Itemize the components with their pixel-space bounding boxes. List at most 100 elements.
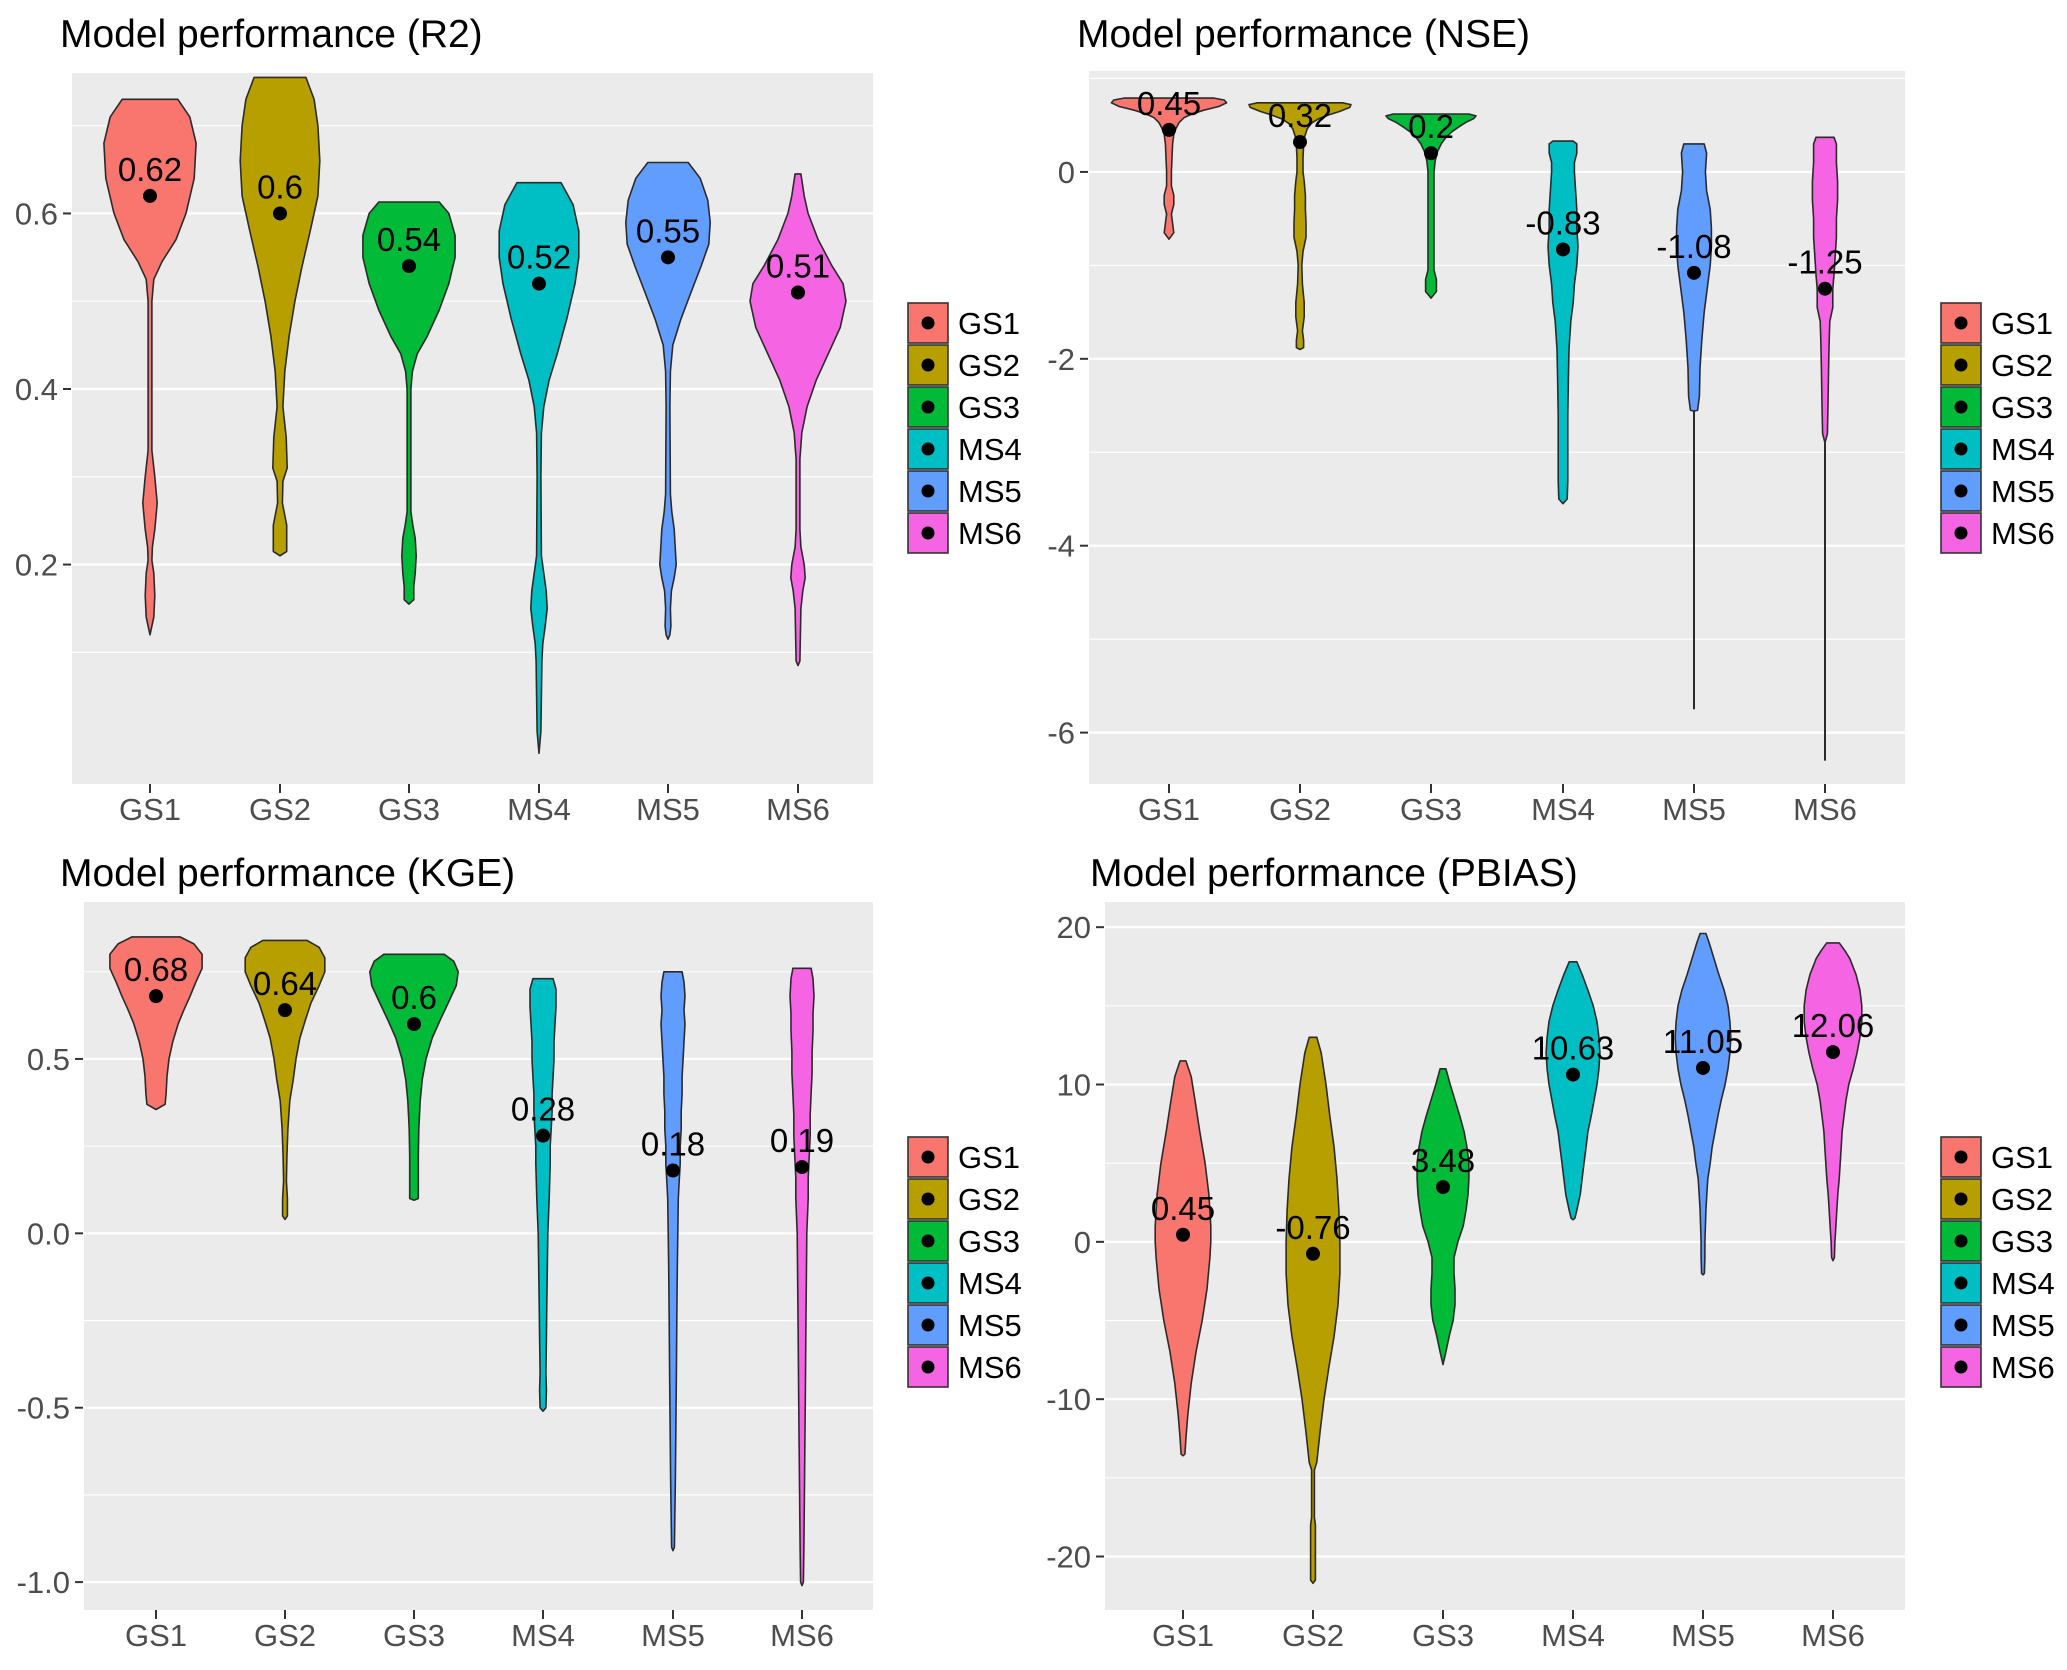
nse-mean-label-ms4: -0.83 bbox=[1525, 204, 1600, 241]
r2-mean-dot-ms4 bbox=[532, 276, 546, 291]
nse-violin-ms4 bbox=[1547, 140, 1579, 505]
kge-xtick-label-gs1: GS1 bbox=[125, 1618, 187, 1653]
pbias-ytick-label-0: 0 bbox=[1074, 1225, 1091, 1260]
pbias-legend-label-gs2: GS2 bbox=[1991, 1182, 2053, 1217]
kge-legend-label-gs1: GS1 bbox=[958, 1140, 1020, 1175]
panel-r2-title: Model performance (R2) bbox=[60, 13, 483, 56]
kge-legend-label-ms5: MS5 bbox=[958, 1308, 1022, 1343]
pbias-xtick-label-ms4: MS4 bbox=[1541, 1618, 1605, 1653]
r2-ytick-label-0.4: 0.4 bbox=[15, 372, 58, 407]
r2-ytick-label-0.2: 0.2 bbox=[15, 548, 58, 583]
kge-mean-dot-gs3 bbox=[407, 1017, 421, 1032]
r2-violin-gs1 bbox=[103, 98, 197, 636]
kge-mean-dot-gs2 bbox=[278, 1003, 292, 1018]
pbias-legend-key-dot-ms5 bbox=[1954, 1318, 1968, 1332]
kge-legend-key-dot-gs1 bbox=[921, 1150, 935, 1164]
r2-violin-ms5 bbox=[625, 161, 711, 640]
r2-xtick-label-ms5: MS5 bbox=[636, 792, 700, 827]
r2-legend-key-dot-ms5 bbox=[921, 484, 935, 498]
pbias-legend-key-ms4 bbox=[1940, 1262, 1982, 1304]
nse-plot-background bbox=[1089, 71, 1905, 784]
kge-xtick-label-ms4: MS4 bbox=[511, 1618, 575, 1653]
pbias-xtick-label-ms5: MS5 bbox=[1671, 1618, 1735, 1653]
kge-legend-label-gs3: GS3 bbox=[958, 1224, 1020, 1259]
pbias-violin-gs1 bbox=[1154, 1060, 1212, 1457]
nse-legend-key-dot-ms4 bbox=[1954, 442, 1968, 456]
kge-xtick-label-gs3: GS3 bbox=[383, 1618, 445, 1653]
kge-legend-key-dot-ms5 bbox=[921, 1318, 935, 1332]
nse-violin-gs1 bbox=[1110, 97, 1228, 240]
nse-legend-label-gs2: GS2 bbox=[1991, 348, 2053, 383]
pbias-ytick-label-10: 10 bbox=[1057, 1068, 1091, 1103]
kge-legend-key-gs2 bbox=[907, 1178, 949, 1220]
pbias-violin-ms6 bbox=[1803, 942, 1863, 1262]
nse-legend-key-dot-ms5 bbox=[1954, 484, 1968, 498]
pbias-mean-dot-gs1 bbox=[1176, 1227, 1190, 1242]
kge-ytick-label-0.0: 0.0 bbox=[27, 1216, 70, 1251]
r2-violin-ms6 bbox=[749, 173, 847, 667]
pbias-ytick-label--20: -20 bbox=[1046, 1540, 1091, 1575]
kge-legend-label-gs2: GS2 bbox=[958, 1182, 1020, 1217]
kge-xtick-label-ms5: MS5 bbox=[641, 1618, 705, 1653]
r2-legend-label-gs2: GS2 bbox=[958, 348, 1020, 383]
pbias-plot-background bbox=[1105, 902, 1905, 1610]
pbias-xtick-label-gs2: GS2 bbox=[1282, 1618, 1344, 1653]
pbias-legend-label-gs1: GS1 bbox=[1991, 1140, 2053, 1175]
nse-legend-key-dot-gs3 bbox=[1954, 400, 1968, 414]
r2-legend-label-ms5: MS5 bbox=[958, 474, 1022, 509]
nse-mean-dot-gs3 bbox=[1424, 146, 1438, 161]
panels-layer: 0.6 0.4 0.2 GS1 GS2 GS3 MS4 MS5 MS6 0.62 0.6 0.54 0.… bbox=[15, 71, 2055, 1653]
kge-violin-gs2 bbox=[244, 939, 326, 1221]
nse-mean-label-ms5: -1.08 bbox=[1656, 228, 1731, 265]
nse-legend-key-dot-gs1 bbox=[1954, 316, 1968, 330]
pbias-legend-key-dot-gs3 bbox=[1954, 1234, 1968, 1248]
pbias-xtick-label-gs1: GS1 bbox=[1152, 1618, 1214, 1653]
nse-ytick-label-0: 0 bbox=[1058, 155, 1075, 190]
kge-legend-key-gs3 bbox=[907, 1220, 949, 1262]
r2-mean-dot-ms5 bbox=[661, 250, 675, 265]
kge-mean-label-ms4: 0.28 bbox=[511, 1091, 575, 1128]
pbias-violin-ms5 bbox=[1674, 932, 1732, 1276]
nse-xtick-label-ms4: MS4 bbox=[1531, 792, 1595, 827]
pbias-mean-label-gs1: 0.45 bbox=[1151, 1190, 1215, 1227]
r2-legend-key-dot-ms4 bbox=[921, 442, 935, 456]
r2-violin-ms4 bbox=[498, 181, 580, 755]
r2-ytick-label-0.6: 0.6 bbox=[15, 196, 58, 231]
nse-mean-dot-ms4 bbox=[1556, 242, 1570, 257]
kge-mean-label-ms5: 0.18 bbox=[641, 1126, 705, 1163]
r2-mean-dot-gs3 bbox=[402, 259, 416, 274]
nse-xtick-label-gs3: GS3 bbox=[1400, 792, 1462, 827]
r2-mean-dot-gs1 bbox=[143, 188, 157, 203]
nse-ytick-label--4: -4 bbox=[1047, 529, 1075, 564]
nse-ytick-label--2: -2 bbox=[1047, 342, 1075, 377]
nse-mean-dot-ms5 bbox=[1687, 265, 1701, 280]
nse-legend-key-dot-gs2 bbox=[1954, 358, 1968, 372]
r2-xtick-label-ms6: MS6 bbox=[766, 792, 830, 827]
nse-legend-label-gs1: GS1 bbox=[1991, 306, 2053, 341]
nse-legend-label-ms5: MS5 bbox=[1991, 474, 2055, 509]
pbias-legend-key-gs3 bbox=[1940, 1220, 1982, 1262]
nse-legend-label-ms4: MS4 bbox=[1991, 432, 2055, 467]
kge-mean-label-ms6: 0.19 bbox=[770, 1122, 834, 1159]
nse-mean-dot-gs2 bbox=[1293, 135, 1307, 150]
kge-mean-dot-ms5 bbox=[666, 1163, 680, 1178]
r2-mean-dot-gs2 bbox=[273, 206, 287, 221]
pbias-legend-label-ms6: MS6 bbox=[1991, 1350, 2055, 1385]
kge-legend-key-dot-gs3 bbox=[921, 1234, 935, 1248]
r2-xtick-label-gs1: GS1 bbox=[119, 792, 181, 827]
r2-legend-key-dot-gs3 bbox=[921, 400, 935, 414]
nse-xtick-label-ms5: MS5 bbox=[1662, 792, 1726, 827]
nse-legend-label-ms6: MS6 bbox=[1991, 516, 2055, 551]
nse-legend-key-dot-ms6 bbox=[1954, 526, 1968, 540]
r2-mean-label-ms6: 0.51 bbox=[766, 247, 830, 284]
kge-mean-label-gs3: 0.6 bbox=[391, 979, 437, 1016]
panel-pbias-title: Model performance (PBIAS) bbox=[1090, 852, 1578, 895]
nse-xtick-label-gs2: GS2 bbox=[1269, 792, 1331, 827]
pbias-ytick-label--10: -10 bbox=[1046, 1382, 1091, 1417]
pbias-mean-label-gs3: 3.48 bbox=[1411, 1142, 1475, 1179]
pbias-legend-key-dot-ms4 bbox=[1954, 1276, 1968, 1290]
r2-xtick-label-gs3: GS3 bbox=[378, 792, 440, 827]
nse-mean-dot-gs1 bbox=[1162, 122, 1176, 137]
pbias-ytick-label-20: 20 bbox=[1057, 910, 1091, 945]
